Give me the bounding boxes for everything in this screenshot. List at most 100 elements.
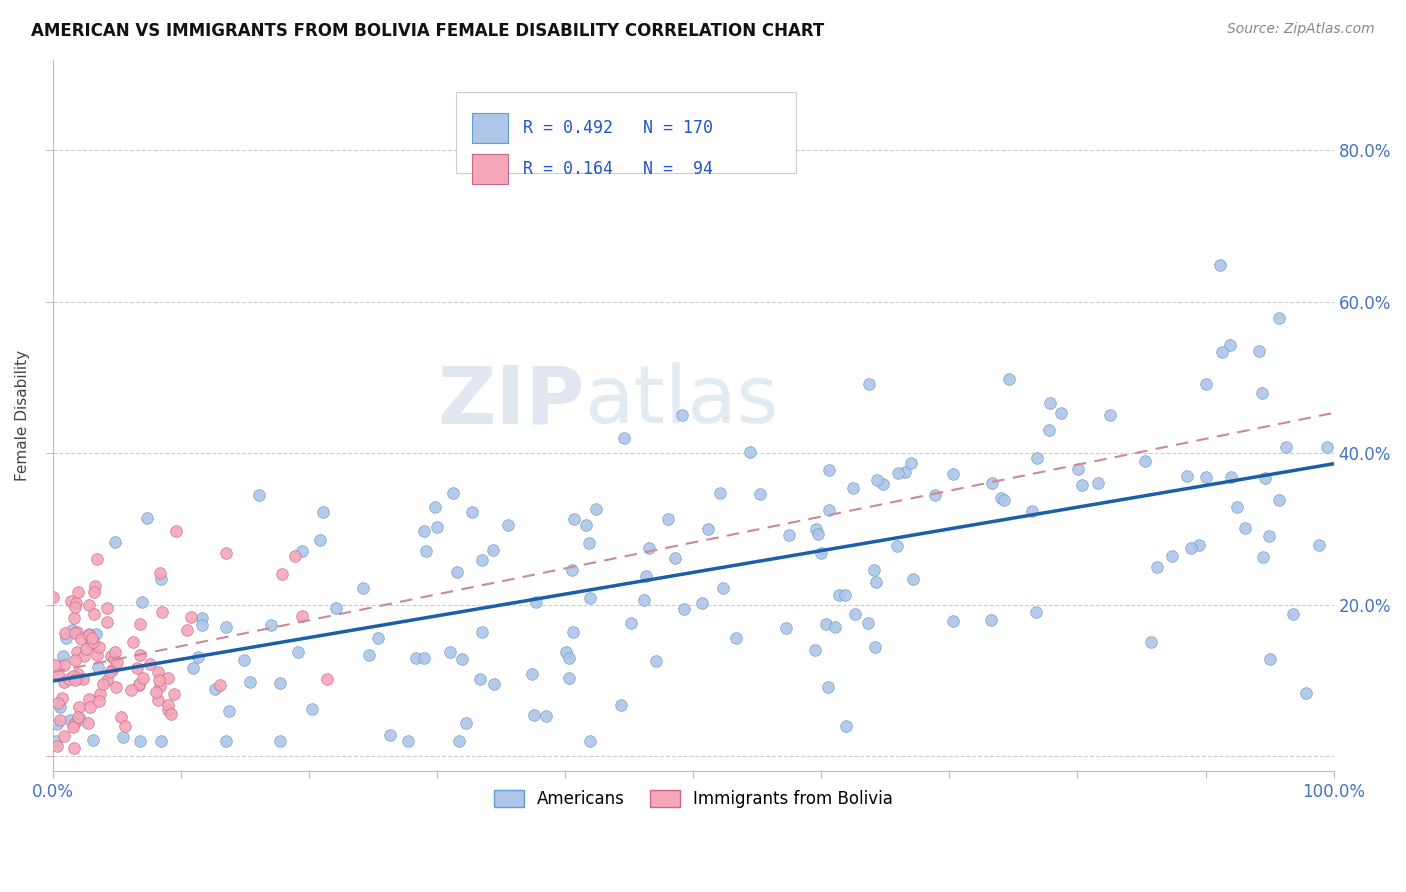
Point xyxy=(204,682,226,697)
Text: ZIP: ZIP xyxy=(437,362,585,441)
Point xyxy=(149,734,172,748)
Point xyxy=(58,673,80,687)
Point xyxy=(858,377,880,392)
Point xyxy=(470,553,492,567)
Point xyxy=(176,623,198,637)
Point xyxy=(148,673,170,687)
Point xyxy=(44,658,66,673)
Point xyxy=(817,503,839,517)
Point xyxy=(114,719,136,733)
Point xyxy=(301,701,323,715)
Point xyxy=(536,709,558,723)
Point xyxy=(82,632,104,646)
Point xyxy=(87,659,110,673)
Point xyxy=(291,609,314,624)
Point xyxy=(575,517,598,532)
Point xyxy=(817,680,839,694)
Point xyxy=(1195,470,1218,484)
Point xyxy=(671,409,693,423)
Point xyxy=(86,648,108,663)
Point xyxy=(1139,635,1161,649)
Point xyxy=(96,673,118,687)
Point xyxy=(818,462,841,476)
Point xyxy=(215,734,238,748)
Point xyxy=(807,527,830,541)
Point xyxy=(863,563,886,577)
Point xyxy=(46,717,69,731)
Point xyxy=(215,620,238,634)
Point xyxy=(523,708,546,723)
Point xyxy=(136,511,159,525)
Point xyxy=(413,650,436,665)
Point xyxy=(62,716,84,731)
Point xyxy=(1098,408,1121,422)
Point xyxy=(1219,338,1241,352)
Point xyxy=(63,653,86,667)
Point xyxy=(1251,549,1274,564)
Point xyxy=(1251,386,1274,401)
Text: Source: ZipAtlas.com: Source: ZipAtlas.com xyxy=(1227,22,1375,37)
Point xyxy=(636,569,658,583)
Point xyxy=(711,581,734,595)
Point xyxy=(146,665,169,679)
Point xyxy=(53,626,76,640)
Point xyxy=(1067,461,1090,475)
Point xyxy=(73,648,96,663)
Point xyxy=(156,671,179,685)
Legend: Americans, Immigrants from Bolivia: Americans, Immigrants from Bolivia xyxy=(485,781,901,816)
Point xyxy=(62,740,84,755)
Point xyxy=(287,644,309,658)
Point xyxy=(98,665,121,679)
Point xyxy=(48,696,70,710)
Point xyxy=(1258,651,1281,665)
Text: R = 0.164   N =  94: R = 0.164 N = 94 xyxy=(523,161,713,178)
Point xyxy=(66,710,89,724)
Point xyxy=(190,618,212,632)
Point xyxy=(980,613,1002,627)
Point xyxy=(49,700,72,714)
Point xyxy=(610,698,633,713)
Point xyxy=(638,541,661,555)
Point xyxy=(55,631,77,645)
Point xyxy=(87,640,110,655)
Point xyxy=(269,676,291,690)
Point xyxy=(814,617,837,632)
Point xyxy=(613,431,636,445)
Point xyxy=(578,734,600,748)
Point xyxy=(53,730,76,744)
Point xyxy=(1308,538,1330,552)
Point xyxy=(496,518,519,533)
Point xyxy=(1071,477,1094,491)
Point xyxy=(990,491,1012,505)
Point xyxy=(165,524,187,538)
Point xyxy=(146,693,169,707)
Point xyxy=(67,671,90,685)
Point xyxy=(65,596,87,610)
Point xyxy=(105,680,128,694)
Point xyxy=(128,677,150,691)
Point xyxy=(89,687,111,701)
Point xyxy=(886,540,908,554)
Point xyxy=(79,700,101,714)
Point xyxy=(872,476,894,491)
Point xyxy=(80,637,103,651)
Point xyxy=(657,512,679,526)
Point xyxy=(149,679,172,693)
Point xyxy=(633,592,655,607)
Point xyxy=(863,640,886,654)
Point xyxy=(942,467,965,481)
FancyBboxPatch shape xyxy=(457,92,796,173)
Point xyxy=(942,615,965,629)
Point xyxy=(247,488,270,502)
Point xyxy=(423,500,446,514)
Point xyxy=(1146,560,1168,574)
Point xyxy=(1025,605,1047,619)
Point xyxy=(83,579,105,593)
Point xyxy=(59,713,82,727)
Point xyxy=(470,672,492,686)
Point xyxy=(775,621,797,635)
Point xyxy=(810,546,832,560)
Point xyxy=(72,672,94,686)
Point xyxy=(100,663,122,677)
Point xyxy=(1254,471,1277,485)
